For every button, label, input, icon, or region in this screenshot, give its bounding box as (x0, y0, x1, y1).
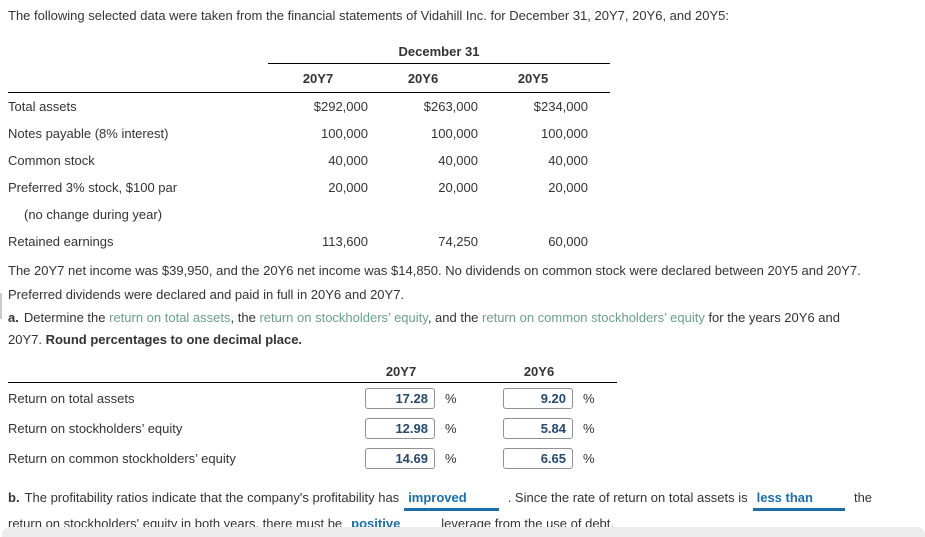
financial-data-table: December 31 20Y7 20Y6 20Y5 Total assets … (8, 37, 610, 255)
part-a-text: Determine the (23, 310, 110, 325)
part-b-text: The profitability ratios indicate that t… (24, 490, 400, 505)
table-row: Common stock 40,000 40,000 40,000 (8, 147, 610, 174)
note-line-1: The 20Y7 net income was $39,950, and the… (8, 263, 861, 278)
part-a-text: 20Y7. (8, 332, 46, 347)
cell-value: 20,000 (328, 180, 368, 195)
bottom-panel-edge (2, 527, 925, 537)
dropdown-rate-comparison[interactable]: less than (752, 490, 845, 511)
cell-value: 20,000 (548, 180, 588, 195)
percent-sign: % (583, 450, 595, 466)
answer-row-return-on-stockholders-equity: Return on stockholders’ equity % % (8, 413, 617, 443)
percent-sign: % (583, 390, 595, 406)
row-label: Retained earnings (8, 234, 114, 249)
part-b-marker: b. (8, 490, 20, 505)
part-b-text: . Since the rate of return on total asse… (507, 490, 748, 505)
cell-value: 113,600 (321, 234, 368, 249)
row-label: Preferred 3% stock, $100 par (8, 180, 178, 195)
term-link-return-on-stockholders-equity[interactable]: return on stockholders’ equity (259, 310, 428, 325)
cell-value: $263,000 (423, 99, 478, 114)
dropdown-profitability-trend[interactable]: improved (404, 490, 499, 511)
cell-value: 20,000 (438, 180, 478, 195)
part-a-instructions: a. Determine the return on total assets, … (8, 307, 925, 351)
part-a-marker: a. (8, 310, 19, 325)
table-row: Total assets $292,000 $263,000 $234,000 (8, 93, 610, 121)
table-title: December 31 (268, 37, 610, 64)
input-return-on-total-assets-20y7[interactable] (365, 387, 435, 409)
answer-row-label: Return on total assets (8, 390, 135, 406)
percent-sign: % (445, 450, 457, 466)
cell-value: 40,000 (438, 153, 478, 168)
input-return-on-common-stockholders-equity-20y7[interactable] (365, 447, 435, 469)
input-return-on-total-assets-20y6[interactable] (503, 387, 573, 409)
cell-value (368, 201, 478, 228)
term-link-return-on-total-assets[interactable]: return on total assets (109, 310, 231, 325)
cell-value: 60,000 (548, 234, 588, 249)
table-title-row: December 31 (8, 37, 610, 64)
input-return-on-stockholders-equity-20y7[interactable] (365, 417, 435, 439)
cell-value: 40,000 (328, 153, 368, 168)
table-row: (no change during year) (8, 201, 610, 228)
term-link-return-on-common-stockholders-equity[interactable]: return on common stockholders’ equity (482, 310, 705, 325)
percent-sign: % (583, 420, 595, 436)
cell-value: 100,000 (321, 126, 368, 141)
input-return-on-stockholders-equity-20y6[interactable] (503, 417, 573, 439)
part-a-text: , and the (427, 310, 483, 325)
percent-sign: % (445, 390, 457, 406)
column-header-20y5: 20Y5 (478, 63, 610, 93)
note-line-2: Preferred dividends were declared and pa… (8, 287, 405, 302)
table-row: Preferred 3% stock, $100 par 20,000 20,0… (8, 174, 610, 201)
table-header-row: 20Y7 20Y6 20Y5 (8, 63, 610, 93)
answer-row-label: Return on stockholders’ equity (8, 420, 183, 436)
cell-value: 100,000 (431, 126, 478, 141)
part-a-text: , the (230, 310, 260, 325)
cell-value (478, 201, 610, 228)
part-a-text: for the years 20Y6 and (704, 310, 840, 325)
answer-row-label: Return on common stockholders’ equity (8, 450, 236, 466)
cell-value: $234,000 (533, 99, 588, 114)
cell-value (268, 201, 368, 228)
answer-row-return-on-total-assets: Return on total assets % % (8, 383, 617, 413)
note-paragraph: The 20Y7 net income was $39,950, and the… (8, 259, 925, 307)
cell-value: $292,000 (313, 99, 368, 114)
ratio-answer-table: 20Y7 20Y6 Return on total assets % % Ret… (8, 357, 617, 473)
row-label: Total assets (8, 99, 77, 114)
percent-sign: % (445, 420, 457, 436)
column-header-20y6: 20Y6 (368, 63, 478, 93)
left-edge-artifact (0, 293, 2, 319)
row-label: Notes payable (8% interest) (8, 126, 169, 141)
answer-table-header-row: 20Y7 20Y6 (8, 357, 617, 383)
input-return-on-common-stockholders-equity-20y6[interactable] (503, 447, 573, 469)
answer-row-return-on-common-stockholders-equity: Return on common stockholders’ equity % … (8, 443, 617, 473)
table-row: Notes payable (8% interest) 100,000 100,… (8, 120, 610, 147)
answer-column-header-20y6: 20Y6 (523, 364, 555, 379)
row-label: (no change during year) (24, 207, 163, 222)
column-header-20y7: 20Y7 (268, 63, 368, 93)
part-b-text: the (853, 490, 873, 505)
cell-value: 40,000 (548, 153, 588, 168)
answer-column-header-20y7: 20Y7 (385, 364, 417, 379)
part-a-rounding-note: Round percentages to one decimal place. (45, 332, 303, 347)
table-row: Retained earnings 113,600 74,250 60,000 (8, 228, 610, 255)
cell-value: 74,250 (438, 234, 478, 249)
cell-value: 100,000 (541, 126, 588, 141)
intro-text: The following selected data were taken f… (8, 8, 729, 23)
row-label: Common stock (8, 153, 95, 168)
